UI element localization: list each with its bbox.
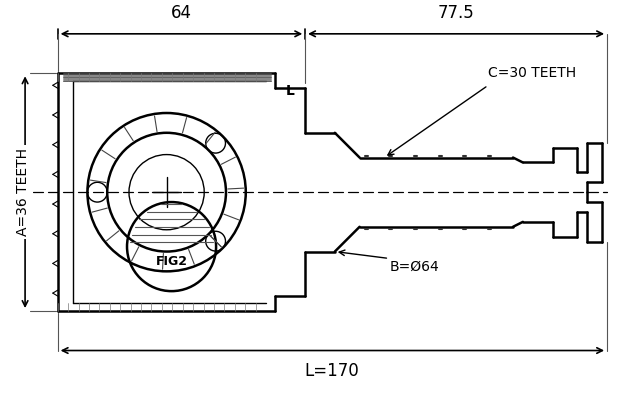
Text: B=Ø64: B=Ø64 [389, 259, 439, 273]
Text: A=36 TEETH: A=36 TEETH [16, 148, 30, 236]
Text: 77.5: 77.5 [437, 4, 474, 22]
Text: C=30 TEETH: C=30 TEETH [488, 66, 577, 80]
Text: FIG2: FIG2 [156, 255, 188, 268]
Text: L=170: L=170 [305, 362, 359, 380]
Text: L: L [286, 84, 295, 98]
Text: 64: 64 [171, 4, 192, 22]
